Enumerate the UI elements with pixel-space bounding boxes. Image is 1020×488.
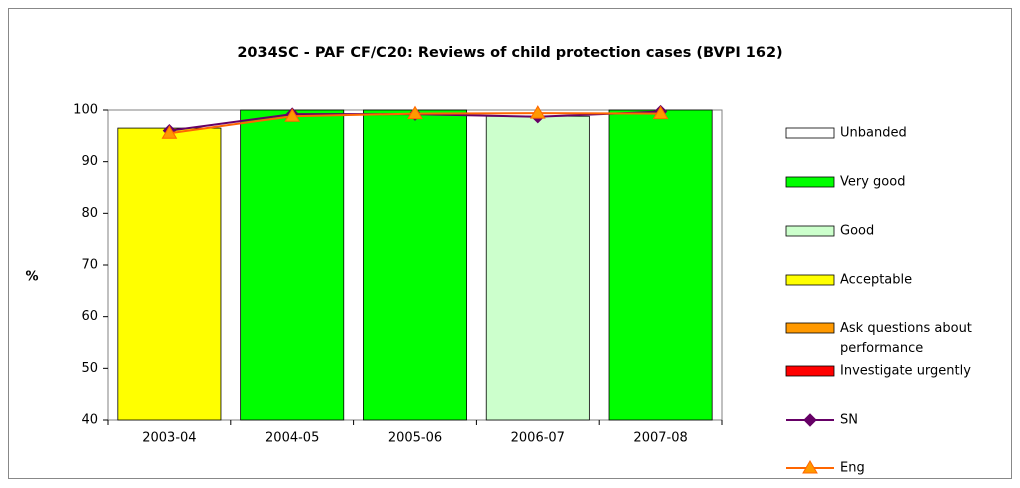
legend-swatch (785, 365, 835, 377)
x-tick-label: 2004-05 (265, 431, 319, 446)
bar (485, 115, 590, 421)
x-tick-label: 2007-08 (633, 431, 687, 446)
legend-label: SN (840, 413, 858, 428)
x-tick-label: 2006-07 (511, 431, 565, 446)
line-marker (284, 108, 301, 122)
x-tick-label: 2003-04 (142, 431, 196, 446)
legend-swatch (785, 127, 835, 139)
line-marker (652, 105, 669, 120)
y-tick-label: 50 (81, 361, 98, 376)
line-marker (161, 125, 178, 139)
legend-label: Very good (840, 175, 905, 190)
y-tick-label: 40 (81, 413, 98, 428)
legend-label: Ask questions about performance (840, 321, 976, 356)
x-tick-label: 2005-06 (388, 431, 442, 446)
legend-label: Good (840, 224, 874, 239)
bar (240, 109, 345, 421)
legend-swatch (785, 322, 835, 334)
bar (117, 127, 222, 421)
line-marker (407, 105, 423, 120)
legend-swatch (785, 225, 835, 237)
chart-title: 2034SC - PAF CF/C20: Reviews of child pr… (237, 45, 782, 61)
line-marker (529, 105, 546, 119)
legend-label: Unbanded (840, 126, 907, 141)
legend-marker (802, 460, 818, 474)
y-tick-label: 100 (73, 103, 98, 118)
y-tick-label: 70 (81, 258, 98, 273)
bar (363, 109, 467, 421)
legend-swatch (785, 176, 835, 188)
legend-swatch (785, 274, 835, 286)
legend-label: Investigate urgently (840, 364, 971, 379)
legend-marker (803, 413, 817, 427)
y-tick-label: 60 (81, 309, 98, 324)
y-tick-label: 90 (81, 154, 98, 169)
legend-label: Eng (840, 461, 865, 476)
legend-label: Acceptable (840, 273, 912, 288)
y-tick-label: 80 (81, 206, 98, 221)
y-axis-label: % (25, 270, 38, 285)
bar (608, 109, 713, 421)
